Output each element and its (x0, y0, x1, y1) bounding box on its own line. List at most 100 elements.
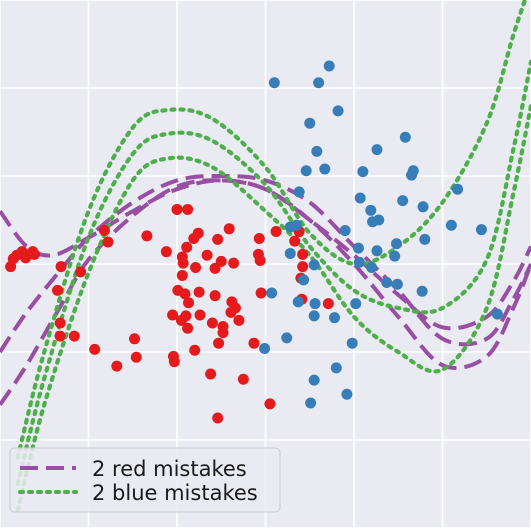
blue-point (452, 183, 464, 195)
blue-point (373, 214, 385, 226)
red-point (129, 333, 141, 345)
red-point (248, 337, 260, 349)
red-point (217, 320, 229, 332)
blue-point (300, 165, 312, 177)
blue-point (332, 105, 344, 117)
blue-mistakes-boundary-curve (15, 0, 528, 460)
red-point (189, 344, 201, 356)
blue-point (350, 298, 362, 310)
red-point (213, 337, 225, 349)
red-point (212, 233, 224, 245)
blue-point (419, 233, 431, 245)
red-mistakes-boundary-curve (0, 178, 531, 331)
blue-point (390, 238, 402, 250)
blue-point (339, 225, 351, 237)
blue-mistakes-boundary-curve (15, 103, 531, 513)
blue-point (371, 245, 383, 257)
red-point (89, 343, 101, 355)
blue-point (268, 77, 280, 89)
blue-point (417, 201, 429, 213)
red-point (167, 309, 179, 321)
red-point (190, 262, 202, 274)
blue-point (475, 224, 487, 236)
red-point (270, 225, 282, 237)
red-point (193, 286, 205, 298)
red-point (212, 412, 224, 424)
decision-boundaries (0, 0, 531, 513)
red-point (252, 248, 264, 260)
red-point (102, 236, 114, 248)
red-point (194, 309, 206, 321)
blue-point (284, 247, 296, 259)
blue-point (292, 296, 304, 308)
blue-point (305, 397, 317, 409)
blue-point (353, 256, 365, 268)
red-point (111, 360, 123, 372)
blue-point (281, 332, 293, 344)
red-point (225, 306, 237, 318)
blue-point (290, 219, 302, 231)
blue-point (389, 250, 401, 262)
red-point (181, 241, 193, 253)
blue-mistakes-boundary-curve (15, 59, 531, 487)
legend-box (9, 447, 281, 513)
red-point (130, 351, 142, 363)
red-point (233, 314, 245, 326)
red-point (29, 248, 41, 260)
blue-point (365, 204, 377, 216)
blue-point (330, 362, 342, 374)
red-point (297, 248, 309, 260)
red-point (192, 227, 204, 239)
blue-point (371, 144, 383, 156)
red-point (54, 330, 66, 342)
blue-point (298, 274, 310, 286)
red-point (183, 297, 195, 309)
blue-point (341, 388, 353, 400)
legend-blue-mistakes-label: 2 blue mistakes (92, 481, 258, 505)
blue-point (304, 117, 316, 129)
red-point (54, 317, 66, 329)
red-point (171, 203, 183, 215)
blue-point (357, 166, 369, 178)
red-point (167, 350, 179, 362)
red-point (264, 398, 276, 410)
red-point (160, 246, 172, 258)
blue-point (407, 165, 419, 177)
blue-point (323, 60, 335, 72)
red-point (223, 223, 235, 235)
blue-point (366, 262, 378, 274)
blue-point (399, 131, 411, 143)
blue-point (293, 186, 305, 198)
red-point (68, 330, 80, 342)
red-point (289, 235, 301, 247)
legend-red-mistakes-label: 2 red mistakes (92, 457, 247, 481)
red-point (206, 317, 218, 329)
blue-point (266, 287, 278, 299)
red-point (20, 252, 32, 264)
red-point (75, 266, 87, 278)
blue-point (346, 337, 358, 349)
red-point (253, 232, 265, 244)
blue-point (491, 308, 503, 320)
red-point (209, 262, 221, 274)
red-point (215, 255, 227, 267)
red-point (55, 261, 67, 273)
blue-point (381, 276, 393, 288)
red-point (182, 203, 194, 215)
blue-point (416, 285, 428, 297)
blue-point (311, 145, 323, 157)
red-point (209, 290, 221, 302)
blue-point (259, 342, 271, 354)
red-point (297, 261, 309, 273)
red-point (322, 298, 334, 310)
blue-point (354, 192, 366, 204)
red-point (175, 314, 187, 326)
blue-point (352, 242, 364, 254)
red-point (182, 322, 194, 334)
red-point (177, 257, 189, 269)
red-point (201, 249, 213, 261)
blue-point (308, 259, 320, 271)
